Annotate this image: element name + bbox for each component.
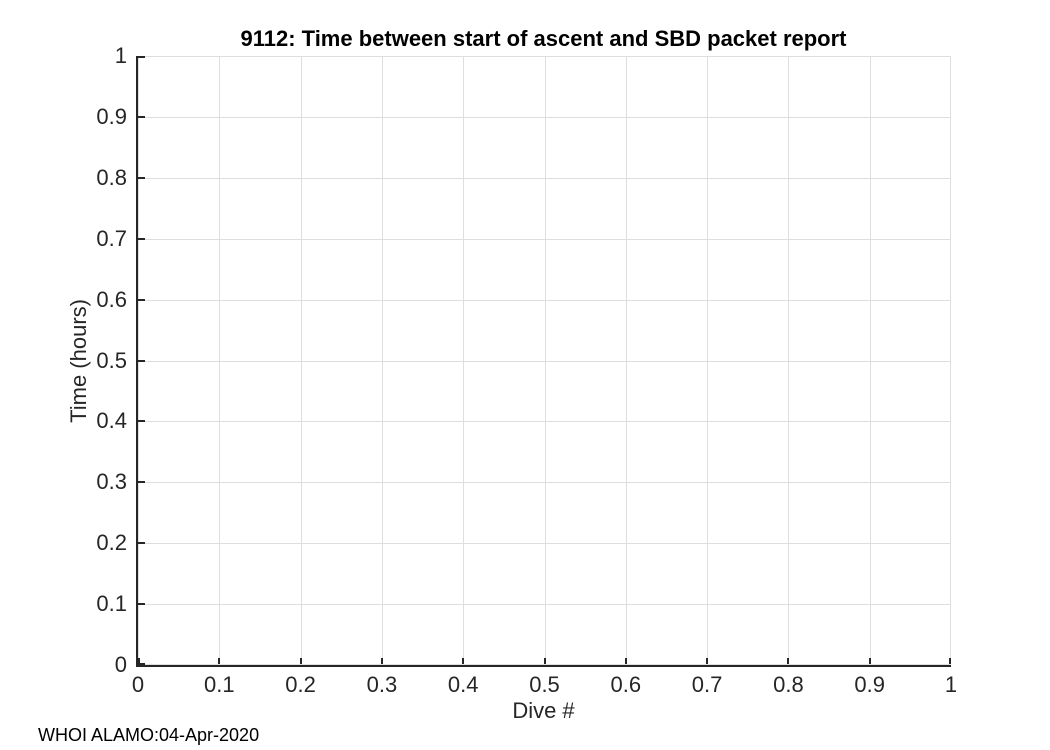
y-tick-mark	[138, 542, 145, 545]
plot-area	[136, 56, 951, 667]
x-tick-mark	[380, 658, 383, 665]
y-gridline	[138, 604, 951, 606]
x-tick-mark	[624, 658, 627, 665]
x-tick-label: 0.3	[366, 672, 398, 697]
x-tick-label: 0.1	[204, 672, 235, 697]
y-gridline	[138, 360, 951, 362]
y-gridline	[138, 238, 951, 240]
x-tick-mark	[706, 658, 709, 665]
y-tick-mark	[138, 663, 145, 665]
y-tick-mark	[138, 115, 145, 118]
x-tick-label: 0.6	[610, 672, 642, 697]
y-gridline	[138, 56, 951, 57]
x-tick-label: 0.5	[529, 672, 560, 697]
y-tick-mark	[138, 481, 145, 484]
x-tick-mark	[787, 658, 790, 665]
y-axis-label: Time (hours)	[64, 56, 94, 665]
y-tick-label: 0.5	[96, 347, 127, 373]
x-tick-mark	[868, 658, 871, 665]
y-tick-mark	[138, 237, 145, 240]
y-tick-label: 0.7	[96, 225, 127, 251]
y-gridline	[138, 299, 951, 301]
y-tick-label: 0.4	[96, 408, 127, 434]
y-tick-mark	[138, 298, 145, 301]
y-tick-label: 0.2	[96, 530, 127, 556]
x-tick-label: 0.4	[447, 672, 479, 697]
x-tick-label: 0	[131, 672, 145, 697]
x-tick-labels: 0 0.1 0.2 0.3 0.4 0.5 0.6 0.7 0.8 0.9 1	[132, 672, 957, 700]
y-tick-label: 1	[114, 43, 127, 68]
x-tick-mark	[543, 658, 546, 665]
x-tick-mark	[299, 658, 302, 665]
y-gridline	[138, 543, 951, 545]
y-tick-mark	[138, 603, 145, 606]
x-tick-mark	[138, 658, 140, 665]
y-tick-mark	[138, 420, 145, 423]
y-gridline	[138, 116, 951, 118]
y-tick-label: 0.9	[96, 103, 127, 129]
y-tick-label: 0.1	[96, 591, 127, 617]
y-axis-label-text: Time (hours)	[66, 298, 91, 423]
y-tick-labels: 0 0.1 0.2 0.3 0.4 0.5 0.6 0.7 0.8 0.9 1	[0, 45, 127, 676]
x-tick-mark	[949, 658, 951, 665]
x-tick-label: 1	[944, 672, 958, 697]
x-tick-label: 0.8	[773, 672, 804, 697]
x-tick-mark	[462, 658, 465, 665]
x-axis-label: Dive #	[512, 698, 575, 723]
y-tick-label: 0.6	[96, 286, 127, 312]
y-tick-mark	[138, 359, 145, 362]
x-tick-label: 0.7	[691, 672, 723, 697]
y-gridline	[138, 177, 951, 179]
x-tick-mark	[218, 658, 221, 665]
y-tick-label: 0.8	[96, 164, 127, 190]
x-tick-label: 0.9	[854, 672, 885, 697]
y-tick-mark	[138, 176, 145, 179]
y-gridline	[138, 482, 951, 484]
y-gridline	[138, 664, 951, 665]
y-tick-label: 0	[114, 652, 127, 677]
footer-annotation: WHOI ALAMO:04-Apr-2020	[38, 725, 260, 745]
plot-title: 9112: Time between start of ascent and S…	[240, 26, 847, 51]
x-tick-label: 0.2	[285, 672, 316, 697]
y-tick-mark	[138, 56, 145, 58]
y-gridline	[138, 421, 951, 423]
y-tick-label: 0.3	[96, 469, 127, 495]
